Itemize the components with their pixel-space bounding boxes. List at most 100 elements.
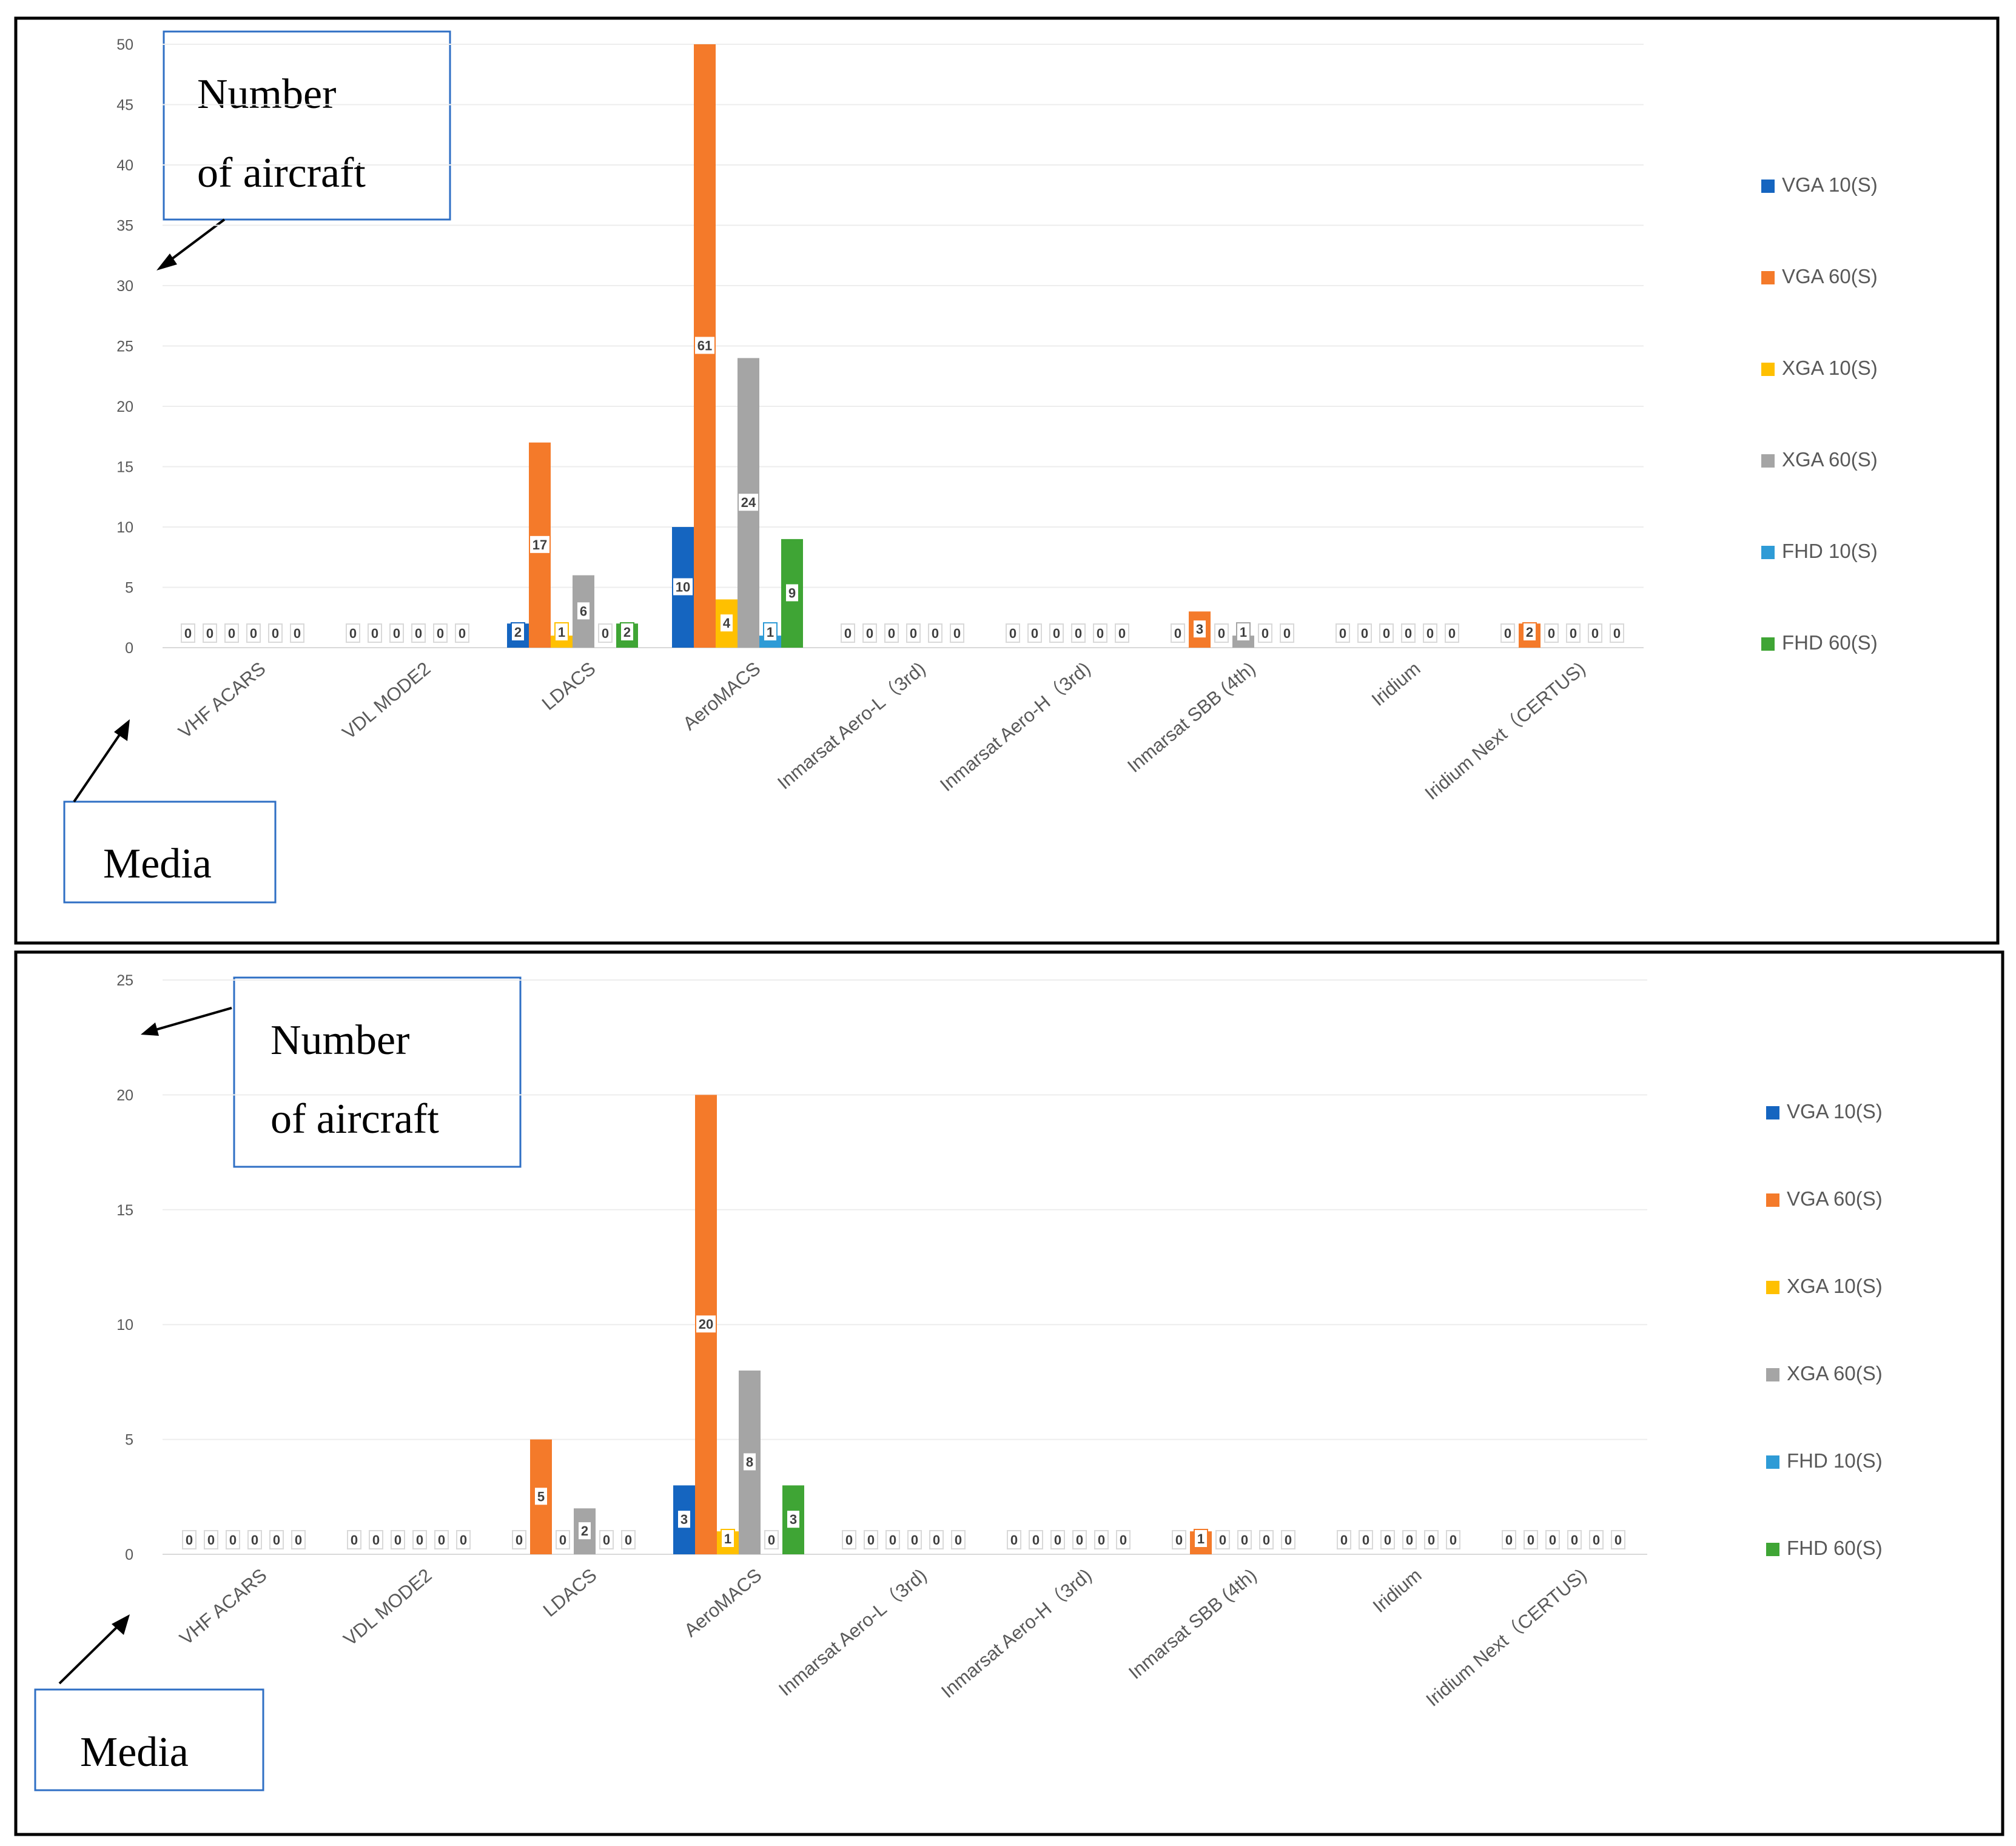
data-label: 3 (680, 1512, 688, 1527)
y-tick-label: 15 (116, 1202, 133, 1219)
x-category-label: Iridium (1369, 1565, 1426, 1617)
legend-label: FHD 60(S) (1782, 631, 1878, 654)
x-category-label: VDL MODE2 (340, 1565, 436, 1650)
data-label: 0 (1591, 626, 1599, 641)
data-label: 0 (372, 1532, 380, 1548)
data-label: 0 (1032, 1532, 1040, 1548)
data-label-box (226, 1530, 240, 1549)
data-label-box (224, 623, 239, 643)
data-label: 2 (1526, 625, 1533, 640)
legend-label: VGA 60(S) (1787, 1187, 1883, 1210)
data-label: 0 (1505, 1532, 1513, 1548)
top-xlabel-arrow (73, 727, 126, 803)
x-category-label: VDL MODE2 (338, 658, 435, 743)
data-label-box (456, 1530, 471, 1549)
data-label-box (1524, 1530, 1538, 1549)
data-label-box (1192, 619, 1207, 639)
data-label-box (695, 1314, 717, 1334)
data-label-box (1007, 1530, 1021, 1549)
x-category-label: VHF ACARS (175, 1565, 270, 1650)
y-tick-label: 5 (125, 580, 133, 597)
data-label: 1 (558, 625, 565, 640)
data-label-box (950, 623, 964, 643)
data-label: 0 (459, 626, 466, 641)
legend-swatch (1761, 363, 1775, 376)
data-label: 0 (1120, 1532, 1127, 1548)
data-label: 0 (1593, 1532, 1600, 1548)
data-label: 1 (724, 1531, 731, 1546)
data-label: 0 (955, 1532, 962, 1548)
y-tick-label: 45 (116, 97, 133, 114)
data-label-box (1029, 1530, 1043, 1549)
data-label-box (1237, 1530, 1252, 1549)
y-tick-label: 25 (116, 338, 133, 355)
data-label-box (721, 1529, 735, 1548)
y-tick-label: 30 (116, 278, 133, 295)
legend-swatch (1761, 546, 1775, 559)
data-label-box (599, 1530, 614, 1549)
y-tick-label: 0 (125, 640, 133, 657)
data-label: 0 (888, 626, 895, 641)
data-label-box (929, 1530, 944, 1549)
data-label: 0 (889, 1532, 896, 1548)
data-label: 0 (845, 1532, 853, 1548)
data-label-box (1171, 623, 1185, 643)
data-label: 0 (394, 1532, 402, 1548)
data-label-box (391, 1530, 405, 1549)
data-label-box (1502, 1530, 1516, 1549)
data-label: 0 (416, 1532, 423, 1548)
legend-label: FHD 10(S) (1787, 1449, 1883, 1472)
legend-label: FHD 60(S) (1787, 1537, 1883, 1559)
data-label-box (1544, 623, 1559, 643)
data-label: 0 (295, 1532, 302, 1548)
data-label-box (1589, 1530, 1604, 1549)
data-label-box (841, 623, 855, 643)
data-label: 17 (533, 537, 547, 552)
data-label-box (204, 1530, 218, 1549)
data-label-box (1567, 1530, 1582, 1549)
data-label: 0 (1340, 1532, 1348, 1548)
data-label-box (1336, 623, 1350, 643)
y-tick-label: 25 (116, 972, 133, 989)
bottom-xlabel-arrowhead (112, 1614, 130, 1635)
data-label-box (1610, 623, 1624, 643)
data-label: 4 (723, 616, 731, 631)
legend-swatch (1766, 1368, 1779, 1381)
data-label-box (1215, 1530, 1230, 1549)
data-label-box (576, 601, 591, 621)
data-label-box (1424, 1530, 1439, 1549)
data-label: 0 (186, 1532, 193, 1548)
data-label-box (1258, 623, 1272, 643)
x-category-label: LDACS (539, 1565, 601, 1621)
data-label: 0 (910, 626, 917, 641)
data-label: 10 (676, 580, 690, 595)
y-tick-label: 5 (125, 1432, 133, 1449)
y-tick-label: 10 (116, 519, 133, 536)
data-label: 0 (1009, 626, 1016, 641)
data-label: 0 (1010, 1532, 1018, 1548)
x-category-label: Iridium Next（CERTUS) (1422, 1565, 1590, 1711)
data-label-box (577, 1521, 592, 1541)
data-label: 0 (1283, 626, 1291, 641)
data-label: 2 (514, 625, 522, 640)
x-category-label: Inmarsat Aero-H（3rd) (937, 1565, 1095, 1702)
data-label-box (389, 623, 404, 643)
data-label-box (1115, 623, 1129, 643)
data-label: 0 (953, 626, 961, 641)
data-label: 0 (867, 1532, 875, 1548)
y-tick-label: 0 (125, 1546, 133, 1563)
data-label: 0 (460, 1532, 467, 1548)
data-label-box (556, 1530, 570, 1549)
data-label: 0 (866, 626, 873, 641)
data-label: 3 (790, 1512, 797, 1527)
data-label-box (1337, 1530, 1351, 1549)
data-label-box (1357, 623, 1372, 643)
data-label: 0 (768, 1532, 775, 1548)
y-tick-label: 40 (116, 157, 133, 174)
data-label: 0 (1054, 1532, 1061, 1548)
data-label: 0 (251, 1532, 258, 1548)
x-category-label: Inmarsat SBB (4th) (1123, 658, 1259, 777)
data-label: 0 (206, 626, 213, 641)
data-label: 0 (349, 626, 357, 641)
data-label-box (1071, 623, 1086, 643)
